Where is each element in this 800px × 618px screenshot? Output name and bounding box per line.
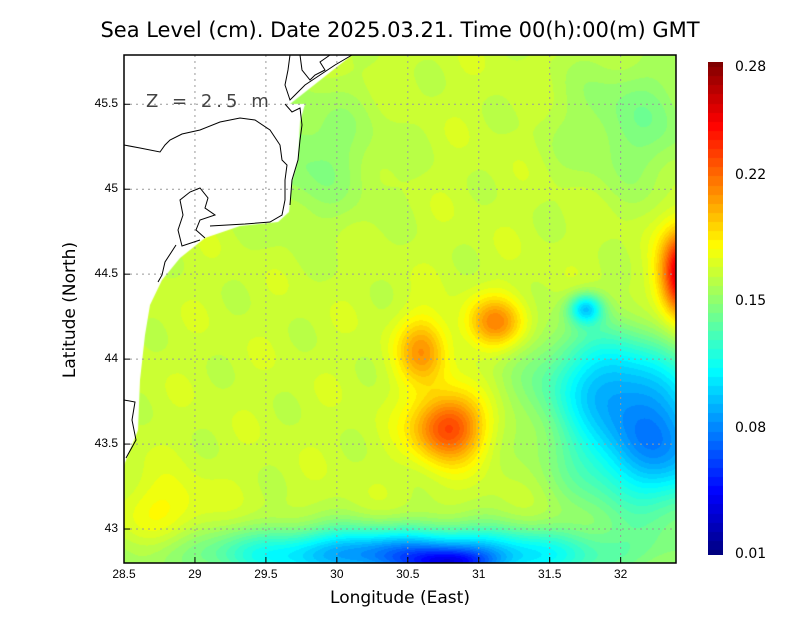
colorbar-tick-label: 0.22 [735, 167, 767, 184]
colorbar-tick-label: 0.15 [735, 293, 767, 310]
x-tick-label: 28.5 [112, 567, 136, 581]
sea-level-heatmap [124, 55, 676, 563]
chart-title: Sea Level (cm). Date 2025.03.21. Time 00… [100, 18, 700, 42]
y-tick-label: 43.5 [94, 436, 118, 451]
y-axis-label: Latitude (North) [60, 241, 80, 379]
y-tick-label: 45.5 [94, 96, 118, 111]
plot-frame [123, 54, 677, 564]
coastline [157, 244, 177, 283]
colorbar-tick-label: 0.28 [735, 59, 767, 75]
y-tick-label: 45 [104, 181, 118, 196]
depth-annotation: Z = 2.5 m [146, 91, 273, 112]
coastline [177, 187, 217, 247]
coastline [123, 117, 288, 227]
colorbar [708, 62, 723, 555]
x-tick-label: 32 [613, 567, 628, 581]
coastline [284, 103, 303, 206]
x-tick-label: 29 [188, 567, 202, 581]
coastline [284, 54, 353, 101]
y-tick-label: 44 [104, 351, 118, 366]
coastline [299, 54, 331, 81]
x-tick-label: 31 [472, 567, 486, 581]
y-tick-label: 44.5 [94, 266, 118, 281]
colorbar-tick-label: 0.01 [735, 546, 767, 562]
x-tick-label: 30.5 [396, 567, 420, 581]
x-tick-label: 29.5 [254, 567, 278, 581]
x-tick-label: 31.5 [538, 567, 562, 581]
coastline [123, 399, 137, 459]
x-tick-label: 30 [330, 567, 344, 581]
y-tick-label: 43 [104, 521, 118, 536]
colorbar-tick-label: 0.08 [735, 419, 767, 436]
x-axis-label: Longitude (East) [330, 588, 470, 608]
